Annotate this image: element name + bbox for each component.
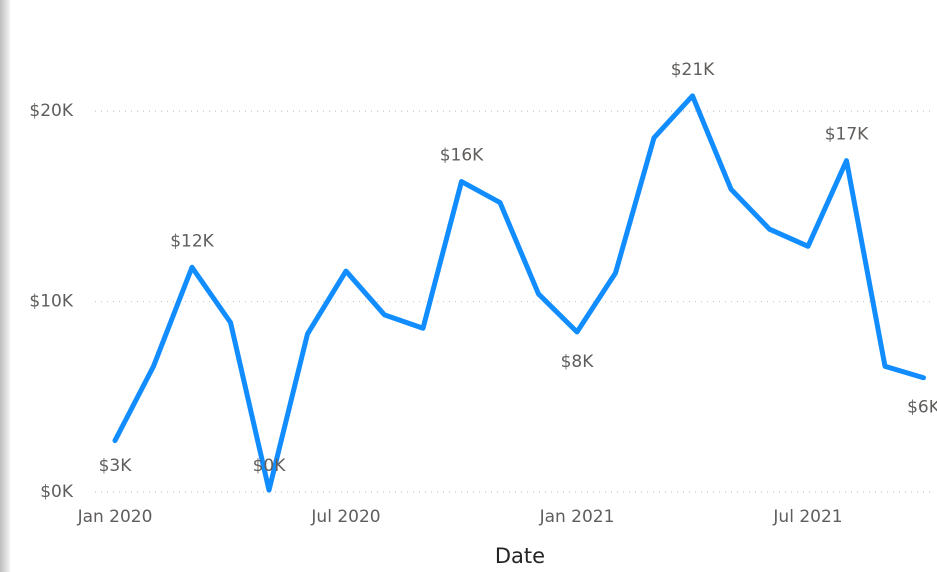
data-label: $8K (561, 352, 595, 372)
line-series (112, 93, 926, 493)
x-axis-title: Date (495, 544, 545, 568)
y-tick-label: $0K (40, 482, 74, 502)
x-tick-label: Jul 2021 (772, 507, 842, 527)
x-tick-label: Jul 2020 (310, 507, 380, 527)
data-label: $0K (253, 456, 287, 476)
data-label: $16K (440, 146, 484, 166)
data-label: $12K (170, 231, 214, 251)
window-edge (0, 0, 10, 572)
y-tick-label: $10K (29, 292, 73, 312)
x-tick-label: Jan 2020 (77, 507, 153, 527)
y-tick-label: $20K (29, 101, 73, 121)
data-label: $17K (825, 125, 869, 145)
x-tick-label: Jan 2021 (539, 507, 615, 527)
data-label: $3K (99, 456, 133, 476)
data-label: $21K (671, 60, 715, 80)
data-label: $6K (907, 398, 937, 418)
